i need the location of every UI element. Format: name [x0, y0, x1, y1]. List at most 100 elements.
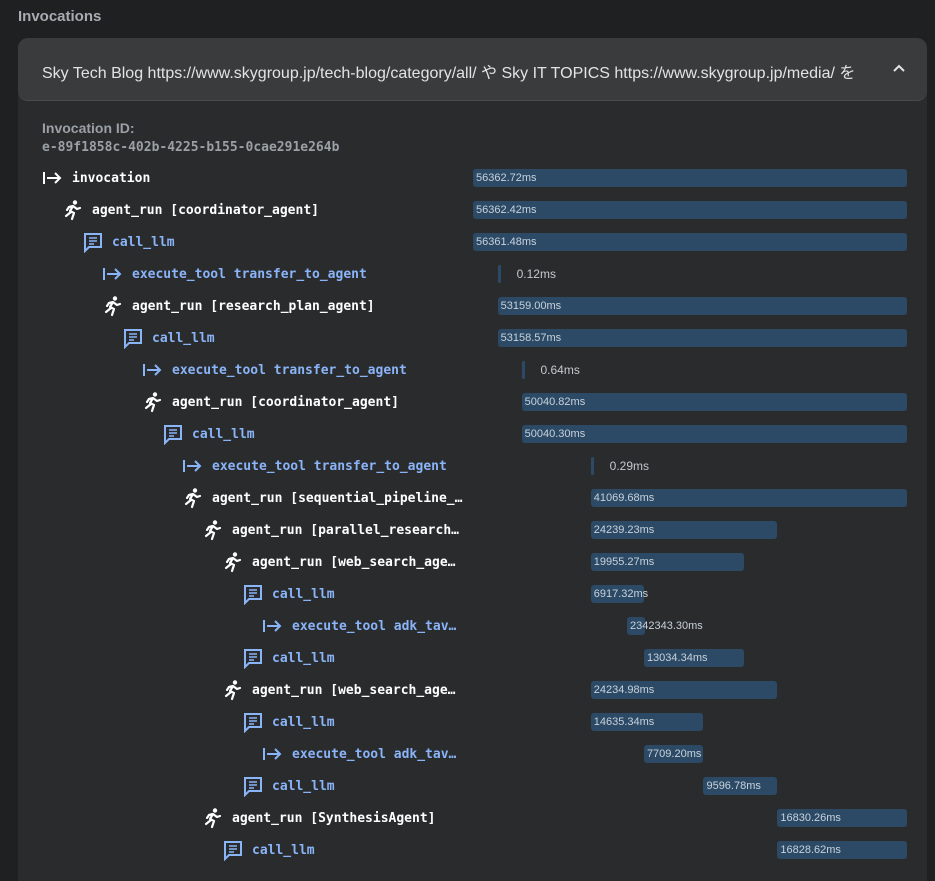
- trace-row[interactable]: call_llm 9596.78ms: [18, 770, 927, 802]
- invocation-id-label: Invocation ID:: [42, 120, 135, 136]
- chevron-up-icon[interactable]: [889, 58, 909, 78]
- span-duration-bar[interactable]: [627, 617, 646, 635]
- span-duration-bar[interactable]: [473, 201, 907, 219]
- span-duration-label: 0.64ms: [540, 363, 580, 377]
- trace-row[interactable]: agent_run [sequential_pipeline_a… 41069.6…: [18, 482, 927, 514]
- trace-row[interactable]: call_llm 53158.57ms: [18, 322, 927, 354]
- span-label[interactable]: agent_run [parallel_research_…: [202, 514, 463, 546]
- span-name: agent_run [sequential_pipeline_a…: [212, 490, 463, 506]
- trace-row[interactable]: agent_run [research_plan_agent] 53159.00m…: [18, 290, 927, 322]
- span-duration-label: 2342343.30ms: [630, 620, 703, 632]
- trace-row[interactable]: execute_tool adk_tavi… 2342343.30ms: [18, 610, 927, 642]
- span-duration-bar[interactable]: [590, 713, 704, 731]
- span-label[interactable]: agent_run [research_plan_agent]: [102, 290, 463, 322]
- span-label[interactable]: agent_run [web_search_agent…: [222, 674, 463, 706]
- span-name: execute_tool transfer_to_agent: [212, 458, 447, 474]
- running-person-icon: [222, 551, 244, 573]
- span-label[interactable]: agent_run [web_search_agent…: [222, 546, 463, 578]
- trace-row[interactable]: call_llm 14635.34ms: [18, 706, 927, 738]
- span-duration-bar[interactable]: [497, 329, 907, 347]
- running-person-icon: [62, 199, 84, 221]
- trace-row[interactable]: execute_tool adk_tavi… 7709.20ms: [18, 738, 927, 770]
- span-duration-label: 56362.42ms: [476, 204, 537, 216]
- span-label[interactable]: call_llm: [82, 226, 463, 258]
- trace-row[interactable]: agent_run [web_search_agent… 24234.98ms: [18, 674, 927, 706]
- running-person-icon: [202, 519, 224, 541]
- span-duration-label: 56361.48ms: [476, 236, 537, 248]
- span-duration-bar[interactable]: [643, 649, 745, 667]
- trace-row[interactable]: call_llm 50040.30ms: [18, 418, 927, 450]
- span-duration-bar[interactable]: [497, 297, 907, 315]
- running-person-icon: [142, 391, 164, 413]
- trace-row[interactable]: call_llm 13034.34ms: [18, 642, 927, 674]
- span-duration-bar[interactable]: [703, 777, 778, 795]
- span-label[interactable]: call_llm: [222, 834, 463, 866]
- span-label[interactable]: agent_run [coordinator_agent]: [62, 194, 463, 226]
- span-label[interactable]: call_llm: [122, 322, 463, 354]
- span-name: call_llm: [192, 426, 255, 442]
- span-duration-bar[interactable]: [590, 521, 778, 539]
- span-label[interactable]: execute_tool transfer_to_agent: [182, 450, 463, 482]
- span-duration-bar[interactable]: [497, 265, 501, 283]
- span-duration-label: 41069.68ms: [593, 492, 655, 504]
- span-label[interactable]: call_llm: [242, 642, 463, 674]
- chat-icon: [242, 583, 264, 605]
- chat-icon: [242, 647, 264, 669]
- span-label[interactable]: agent_run [SynthesisAgent]: [202, 802, 463, 834]
- span-duration-bar[interactable]: [521, 393, 907, 411]
- span-name: call_llm: [272, 586, 335, 602]
- span-label[interactable]: agent_run [coordinator_agent]: [142, 386, 463, 418]
- span-duration-label: 56362.72ms: [476, 172, 537, 184]
- span-label[interactable]: call_llm: [242, 578, 463, 610]
- span-name: agent_run [SynthesisAgent]: [232, 810, 436, 826]
- span-name: agent_run [web_search_agent…: [252, 554, 463, 570]
- trace-row[interactable]: agent_run [coordinator_agent] 56362.42ms: [18, 194, 927, 226]
- span-duration-label: 6917.32ms: [593, 588, 649, 600]
- span-duration-bar[interactable]: [777, 841, 907, 859]
- span-name: call_llm: [272, 778, 335, 794]
- trace-row[interactable]: invocation 56362.72ms: [18, 162, 927, 194]
- span-name: execute_tool transfer_to_agent: [172, 362, 407, 378]
- span-label[interactable]: call_llm: [242, 770, 463, 802]
- span-name: call_llm: [112, 234, 175, 250]
- span-name: agent_run [web_search_agent…: [252, 682, 463, 698]
- span-label[interactable]: execute_tool adk_tavi…: [262, 738, 463, 770]
- span-duration-bar[interactable]: [643, 745, 704, 763]
- span-duration-label: 7709.20ms: [646, 748, 702, 760]
- trace-row[interactable]: call_llm 16828.62ms: [18, 834, 927, 866]
- span-duration-bar[interactable]: [473, 233, 907, 251]
- span-duration-bar[interactable]: [590, 585, 644, 603]
- span-label[interactable]: call_llm: [162, 418, 463, 450]
- span-name: agent_run [research_plan_agent]: [132, 298, 375, 314]
- trace-row[interactable]: execute_tool transfer_to_agent 0.12ms: [18, 258, 927, 290]
- span-duration-bar[interactable]: [521, 361, 525, 379]
- invocation-header[interactable]: Sky Tech Blog https://www.skygroup.jp/te…: [18, 38, 927, 101]
- trace-row[interactable]: execute_tool transfer_to_agent 0.29ms: [18, 450, 927, 482]
- chat-icon: [222, 839, 244, 861]
- trace-row[interactable]: agent_run [web_search_agent… 19955.27ms: [18, 546, 927, 578]
- span-duration-bar[interactable]: [473, 169, 907, 187]
- span-duration-bar[interactable]: [590, 681, 778, 699]
- trace-row[interactable]: agent_run [coordinator_agent] 50040.82ms: [18, 386, 927, 418]
- span-name: call_llm: [152, 330, 215, 346]
- span-duration-bar[interactable]: [777, 809, 907, 827]
- span-duration-bar[interactable]: [590, 489, 907, 507]
- span-duration-bar[interactable]: [521, 425, 907, 443]
- trace-row[interactable]: agent_run [SynthesisAgent] 16830.26ms: [18, 802, 927, 834]
- span-label[interactable]: agent_run [sequential_pipeline_a…: [182, 482, 463, 514]
- span-label[interactable]: invocation: [42, 162, 463, 194]
- invocation-query: Sky Tech Blog https://www.skygroup.jp/te…: [42, 65, 856, 82]
- span-duration-bar[interactable]: [590, 457, 594, 475]
- span-duration-label: 16830.26ms: [780, 812, 841, 824]
- trace-row[interactable]: agent_run [parallel_research_… 24239.23ms: [18, 514, 927, 546]
- span-duration-label: 9596.78ms: [706, 780, 761, 792]
- span-duration-label: 0.29ms: [609, 459, 650, 473]
- span-label[interactable]: execute_tool transfer_to_agent: [142, 354, 463, 386]
- trace-row[interactable]: call_llm 56361.48ms: [18, 226, 927, 258]
- span-label[interactable]: execute_tool adk_tavi…: [262, 610, 463, 642]
- span-label[interactable]: call_llm: [242, 706, 463, 738]
- span-duration-bar[interactable]: [590, 553, 745, 571]
- span-label[interactable]: execute_tool transfer_to_agent: [102, 258, 463, 290]
- trace-row[interactable]: execute_tool transfer_to_agent 0.64ms: [18, 354, 927, 386]
- trace-row[interactable]: call_llm 6917.32ms: [18, 578, 927, 610]
